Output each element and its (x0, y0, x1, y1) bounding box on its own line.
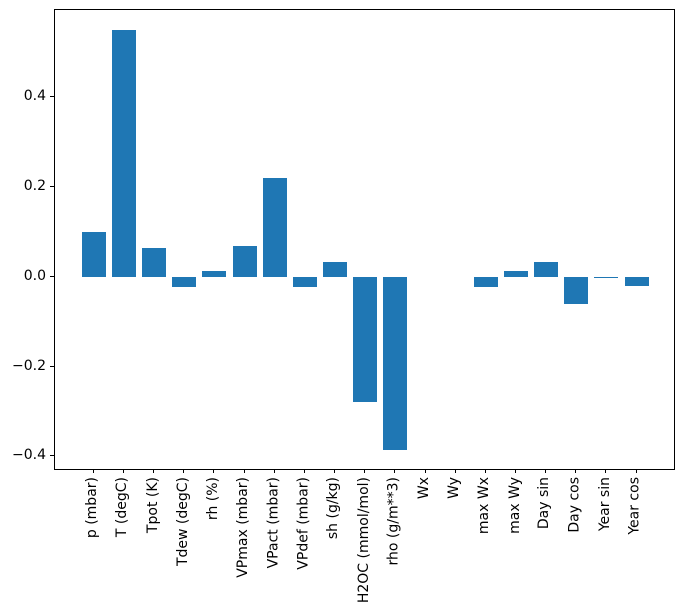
y-tick-mark (50, 95, 54, 97)
bar-tdew-degc (172, 276, 197, 287)
bar-rh (202, 271, 227, 277)
y-tick-label: −0.2 (12, 357, 46, 374)
x-tick-label: Wx (416, 477, 433, 500)
x-tick-label: sh (g/kg) (325, 477, 342, 540)
bar-max-wx (473, 276, 498, 288)
x-tick-label: VPact (mbar) (265, 477, 282, 569)
bar-h2oc-mmol-mol (353, 276, 378, 402)
x-tick-mark (514, 469, 516, 473)
bar-t-degc (112, 30, 137, 277)
x-tick-label: T (degC) (114, 477, 131, 538)
plot-area (54, 9, 675, 470)
y-tick-mark (50, 275, 54, 277)
x-tick-label: Tdew (degC) (174, 477, 191, 567)
bar-sh-g-kg (323, 262, 348, 277)
x-tick-mark (394, 469, 396, 473)
y-tick-label: 0.4 (23, 87, 46, 104)
y-tick-mark (50, 185, 54, 187)
x-tick-mark (575, 469, 577, 473)
y-tick-mark (50, 455, 54, 457)
x-tick-mark (424, 469, 426, 473)
x-tick-mark (454, 469, 456, 473)
x-tick-mark (545, 469, 547, 473)
x-tick-label: rho (g/m**3) (385, 477, 402, 566)
x-tick-mark (243, 469, 245, 473)
x-tick-mark (213, 469, 215, 473)
bar-p-mbar (81, 232, 106, 277)
x-tick-label: VPdef (mbar) (295, 477, 312, 570)
bar-vpmax-mbar (232, 245, 257, 277)
x-tick-mark (484, 469, 486, 473)
x-tick-label: Day cos (566, 477, 583, 533)
x-tick-label: H2OC (mmol/mol) (355, 477, 372, 604)
x-tick-label: Year cos (627, 477, 644, 535)
x-tick-label: max Wx (476, 477, 493, 535)
bar-rho-g-m-3 (383, 276, 408, 450)
x-tick-label: VPmax (mbar) (235, 477, 252, 578)
x-tick-mark (123, 469, 125, 473)
x-tick-label: max Wy (506, 477, 523, 534)
x-tick-label: p (mbar) (84, 477, 101, 539)
x-tick-label: Year sin (596, 477, 613, 532)
y-tick-mark (50, 365, 54, 367)
x-tick-mark (605, 469, 607, 473)
bar-year-cos (624, 276, 649, 287)
bar-day-sin (534, 261, 559, 277)
y-tick-label: 0.2 (23, 177, 46, 194)
x-tick-mark (153, 469, 155, 473)
y-tick-label: 0.0 (23, 267, 46, 284)
x-tick-label: Wy (446, 477, 463, 499)
x-tick-mark (92, 469, 94, 473)
bar-day-cos (564, 276, 589, 304)
x-tick-label: Tpot (K) (144, 477, 161, 534)
x-tick-mark (334, 469, 336, 473)
x-tick-mark (635, 469, 637, 473)
x-tick-label: rh (%) (204, 477, 221, 521)
x-tick-mark (364, 469, 366, 473)
x-tick-mark (273, 469, 275, 473)
y-tick-label: −0.4 (12, 447, 46, 464)
x-tick-mark (303, 469, 305, 473)
bar-year-sin (594, 276, 619, 279)
bar-tpot-k (142, 247, 167, 277)
bar-vpact-mbar (262, 178, 287, 277)
bar-vpdef-mbar (292, 276, 317, 287)
x-tick-mark (183, 469, 185, 473)
x-tick-label: Day sin (536, 477, 553, 530)
bar-max-wy (503, 270, 528, 277)
